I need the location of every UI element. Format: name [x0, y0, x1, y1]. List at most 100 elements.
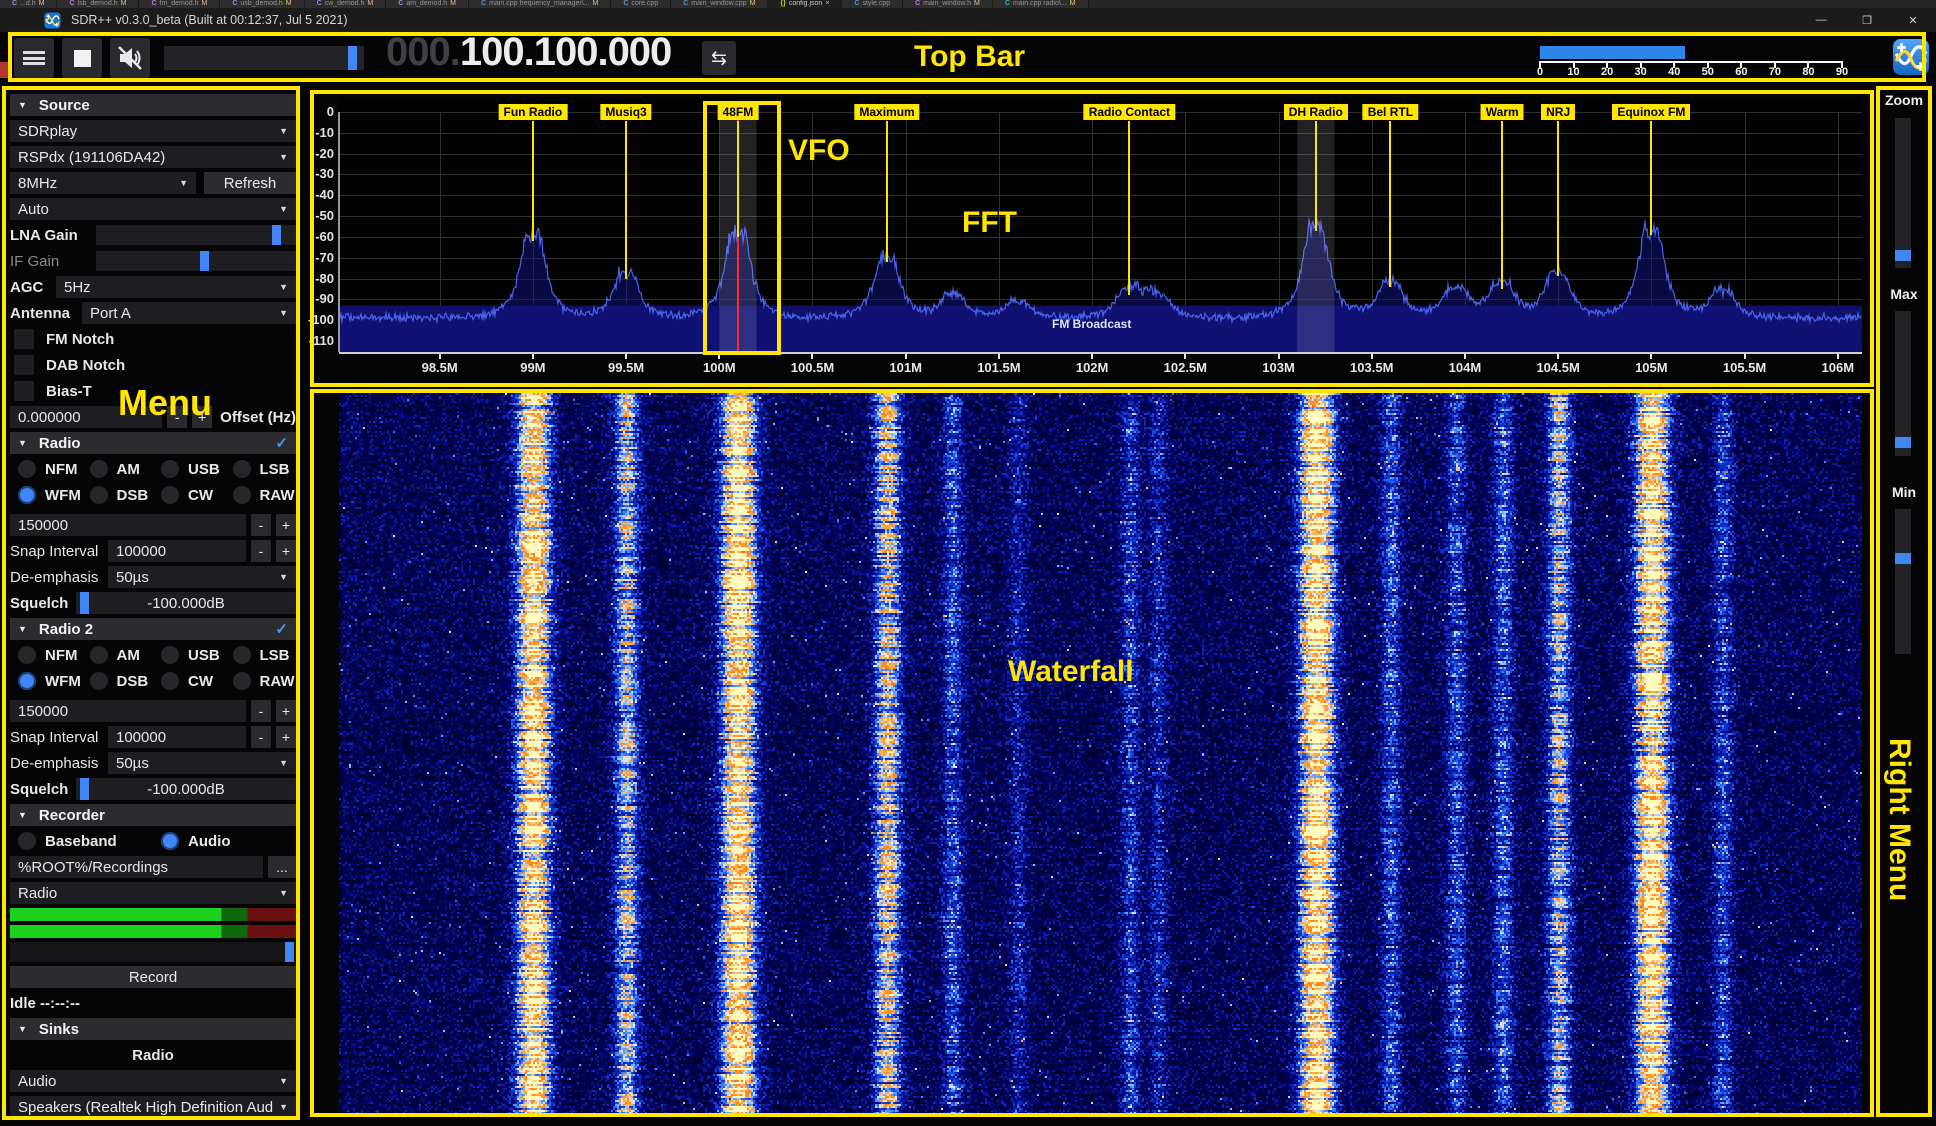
enabled-check-icon[interactable]: ✓	[275, 435, 288, 452]
record-button[interactable]: Record	[10, 966, 296, 988]
deemphasis-dropdown[interactable]: 50µs ▼	[108, 752, 296, 774]
radio2-bandwidth-input[interactable]: 150000	[10, 700, 246, 722]
mode-button-cw[interactable]: CW	[153, 484, 225, 506]
bandwidth-minus-button[interactable]: -	[251, 700, 271, 722]
source-device-dropdown[interactable]: RSPdx (191106DA42) ▼	[10, 146, 296, 168]
station-label-nrj[interactable]: NRJ	[1541, 104, 1576, 120]
mode-button-cw[interactable]: CW	[153, 670, 225, 692]
station-label-equinox-fm[interactable]: Equinox FM	[1612, 104, 1691, 120]
snap-interval-input[interactable]: 100000	[108, 726, 246, 748]
close-button[interactable]: ✕	[1908, 14, 1918, 27]
squelch-handle[interactable]	[80, 592, 89, 614]
mode-button-am[interactable]: AM	[82, 644, 154, 666]
sinks-section-header[interactable]: ▼ Sinks	[10, 1018, 296, 1040]
radio2-section-header[interactable]: ▼ Radio 2 ✓	[10, 618, 296, 640]
checkbox-icon[interactable]	[14, 381, 34, 401]
checkbox-row-dab-notch[interactable]: DAB Notch	[10, 354, 296, 376]
mode-button-nfm[interactable]: NFM	[10, 644, 82, 666]
min-slider-handle[interactable]	[1895, 553, 1911, 564]
bandwidth-plus-button[interactable]: +	[276, 700, 296, 722]
sink-device-dropdown[interactable]: Speakers (Realtek High Definition Audio)…	[10, 1096, 296, 1118]
lna-gain-handle[interactable]	[272, 225, 281, 245]
lna-gain-slider[interactable]	[96, 225, 296, 245]
station-label-radio-contact[interactable]: Radio Contact	[1083, 104, 1176, 120]
checkbox-row-bias-t[interactable]: Bias-T	[10, 380, 296, 402]
station-label-maximum[interactable]: Maximum	[854, 104, 920, 120]
offset-input[interactable]: 0.000000	[10, 406, 163, 428]
volume-slider[interactable]	[164, 46, 364, 70]
mode-button-lsb[interactable]: LSB	[225, 458, 297, 480]
recorder-stream-dropdown[interactable]: Radio ▼	[10, 882, 296, 904]
mode-button-dsb[interactable]: DSB	[82, 670, 154, 692]
volume-slider-handle[interactable]	[348, 46, 357, 70]
enabled-check-icon[interactable]: ✓	[275, 621, 288, 638]
swap-button[interactable]: ⇆	[702, 41, 736, 75]
checkbox-row-fm-notch[interactable]: FM Notch	[10, 328, 296, 350]
deemphasis-dropdown[interactable]: 50µs ▼	[108, 566, 296, 588]
radio-bandwidth-input[interactable]: 150000	[10, 514, 246, 536]
mode-button-nfm[interactable]: NFM	[10, 458, 82, 480]
recorder-mode-baseband[interactable]: Baseband	[10, 830, 153, 852]
station-label-warm[interactable]: Warm	[1480, 104, 1524, 120]
station-label-fun-radio[interactable]: Fun Radio	[498, 104, 568, 120]
refresh-button[interactable]: Refresh	[204, 172, 296, 194]
recording-path-input[interactable]: %ROOT%/Recordings	[10, 856, 263, 878]
bandwidth-minus-button[interactable]: -	[251, 514, 271, 536]
snap-interval-input[interactable]: 100000	[108, 540, 246, 562]
mode-button-usb[interactable]: USB	[153, 644, 225, 666]
mode-button-wfm[interactable]: WFM	[10, 670, 82, 692]
editor-tab[interactable]: {} config.json ×	[768, 0, 843, 8]
snap-plus-button[interactable]: +	[276, 540, 296, 562]
snap-minus-button[interactable]: -	[251, 540, 271, 562]
offset-minus-button[interactable]: -	[167, 406, 188, 428]
frequency-main-digits[interactable]: 100.100.000	[459, 30, 672, 74]
station-label-bel-rtl[interactable]: Bel RTL	[1362, 104, 1419, 120]
min-slider[interactable]	[1895, 509, 1911, 654]
mode-button-am[interactable]: AM	[82, 458, 154, 480]
checkbox-icon[interactable]	[14, 329, 34, 349]
mute-button[interactable]	[110, 38, 150, 78]
squelch-slider[interactable]: -100.000dB	[76, 778, 296, 800]
agc-dropdown[interactable]: 5Hz ▼	[56, 276, 296, 298]
offset-plus-button[interactable]: +	[192, 406, 213, 428]
editor-tab[interactable]: C ...d.h M	[0, 0, 58, 8]
recorder-volume-slider[interactable]	[10, 942, 296, 962]
samplerate-dropdown[interactable]: Auto ▼	[10, 198, 296, 220]
max-slider[interactable]	[1895, 311, 1911, 456]
minimize-button[interactable]: —	[1815, 14, 1827, 26]
mode-button-raw[interactable]: RAW	[225, 484, 297, 506]
stop-button[interactable]	[62, 38, 102, 78]
recorder-mode-audio[interactable]: Audio	[153, 830, 296, 852]
frequency-dim-digits[interactable]: 000.	[386, 30, 461, 74]
browse-button[interactable]: ...	[268, 856, 296, 878]
fft-plot-canvas[interactable]	[339, 98, 1862, 352]
station-label-dh-radio[interactable]: DH Radio	[1283, 104, 1348, 120]
squelch-slider[interactable]: -100.000dB	[76, 592, 296, 614]
antenna-dropdown[interactable]: Port A ▼	[82, 302, 296, 324]
waterfall-canvas[interactable]	[339, 391, 1862, 1116]
mode-button-raw[interactable]: RAW	[225, 670, 297, 692]
source-section-header[interactable]: ▼ Source	[10, 94, 296, 116]
station-label-musiq3[interactable]: Musiq3	[600, 104, 652, 120]
mode-button-wfm[interactable]: WFM	[10, 484, 82, 506]
if-gain-slider[interactable]	[96, 251, 296, 271]
snap-plus-button[interactable]: +	[276, 726, 296, 748]
maximize-button[interactable]: ❐	[1862, 14, 1872, 27]
zoom-slider-handle[interactable]	[1895, 250, 1911, 261]
frequency-display[interactable]: 000.100.100.000	[386, 30, 672, 75]
mode-button-dsb[interactable]: DSB	[82, 484, 154, 506]
if-gain-handle[interactable]	[200, 251, 209, 271]
menu-button[interactable]	[14, 38, 54, 78]
snap-minus-button[interactable]: -	[251, 726, 271, 748]
mode-button-lsb[interactable]: LSB	[225, 644, 297, 666]
